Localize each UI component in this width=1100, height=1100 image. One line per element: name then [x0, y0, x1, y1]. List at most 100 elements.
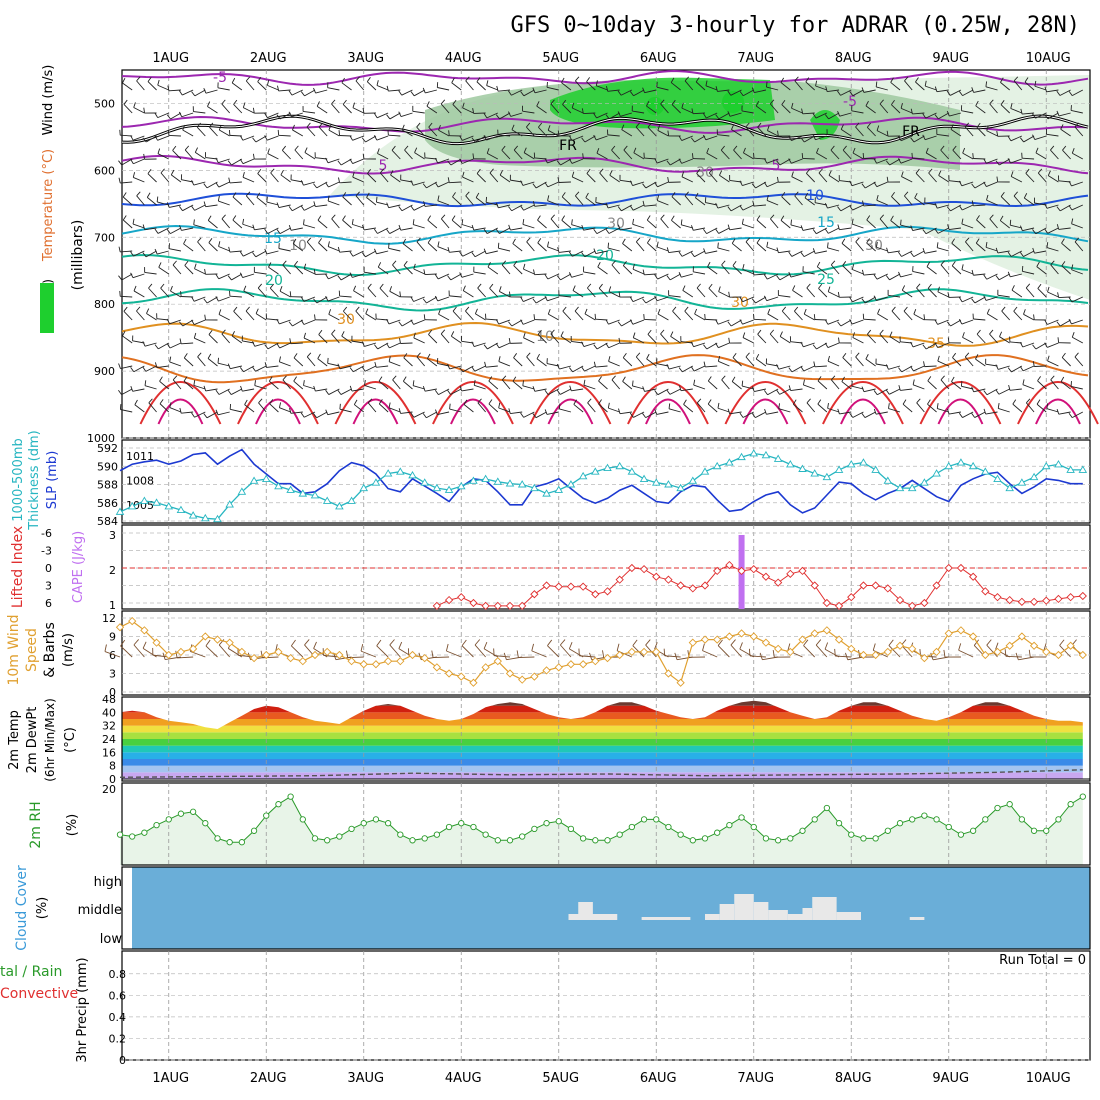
wind-barb: [193, 224, 206, 229]
wind-barb: [719, 174, 730, 183]
wind-barb: [763, 390, 768, 395]
wind-barb: [720, 149, 730, 160]
wind-barb: [376, 85, 389, 91]
wind-barb: [645, 181, 657, 189]
wind-barb: [513, 353, 518, 358]
wind-barb: [605, 342, 610, 348]
wind-barb: [388, 407, 401, 413]
wind-barb: [788, 271, 792, 278]
wind-barb: [635, 237, 641, 243]
wind-barb: [339, 181, 352, 184]
wind-barb: [904, 76, 909, 82]
wind-barb: [629, 180, 633, 186]
wind-barb: [973, 388, 986, 393]
wind-barb: [989, 214, 994, 220]
wind-barb: [361, 341, 365, 347]
wind-barb: [732, 357, 742, 367]
wind-barb: [377, 227, 389, 234]
wind-barb: [779, 336, 791, 344]
wind-barb: [449, 403, 451, 410]
wind-barb: [424, 388, 437, 392]
wind-barb: [983, 274, 988, 280]
wind-barb: [763, 181, 768, 187]
wind-barb: [269, 287, 279, 298]
wind-barb: [142, 366, 147, 372]
wind-barb: [279, 290, 291, 298]
wind-barb: [794, 191, 799, 197]
rh2m-marker: [567, 825, 575, 833]
wind-barb: [571, 171, 575, 178]
wind-barb: [416, 237, 421, 243]
wind-barb: [290, 179, 303, 183]
wind-barb: [318, 122, 323, 128]
wind-barb: [398, 224, 402, 231]
wind-barb: [440, 103, 450, 114]
rh2m-marker: [531, 825, 538, 833]
wind-barb: [827, 134, 840, 137]
wind-barb: [167, 130, 170, 136]
wind-barb: [365, 313, 377, 321]
thickness-marker: [798, 464, 807, 472]
wind-barb: [660, 333, 669, 344]
wind-barb: [756, 215, 761, 221]
wind-barb: [690, 366, 695, 372]
wind-barb: [227, 363, 231, 369]
wind-barb: [532, 87, 536, 94]
wind-barb: [463, 399, 468, 405]
wind-barb: [788, 158, 792, 164]
wind10-marker: [420, 653, 429, 663]
wind-barb: [561, 82, 572, 91]
rh2m-marker: [360, 820, 367, 827]
wind-barb: [707, 266, 718, 275]
wind-barb: [855, 352, 860, 358]
wind-barb: [922, 344, 927, 350]
wind-barb: [254, 380, 256, 386]
wind-barb: [561, 192, 566, 198]
wind10-barb: [803, 639, 809, 646]
wind10-barb: [389, 639, 395, 646]
wind-barb: [818, 172, 828, 183]
wind-barb: [800, 225, 804, 231]
wind-barb: [766, 195, 769, 201]
wind-barb: [148, 283, 153, 289]
wind-barb: [120, 250, 133, 253]
wind-barb: [182, 319, 194, 327]
wind-barb: [644, 388, 657, 392]
wind-barb: [958, 180, 963, 187]
wind-barb: [849, 319, 853, 325]
lifted-index-marker: [457, 593, 466, 602]
wind-barb: [218, 314, 230, 321]
wind-barb: [623, 149, 633, 160]
wind-barb: [924, 365, 937, 368]
wind-barb: [255, 308, 259, 314]
wind-barb: [595, 250, 608, 255]
wind-barb: [146, 308, 150, 314]
wind-barb: [791, 176, 803, 183]
wind-barb: [207, 220, 218, 229]
wind-barb: [633, 204, 645, 211]
wind-barb: [471, 341, 475, 347]
wind-barb: [800, 137, 805, 143]
wind-barb: [386, 85, 389, 92]
wind10-barb: [104, 651, 121, 658]
wind-barb: [1044, 228, 1049, 234]
wind-barb: [294, 260, 299, 266]
wind-barb: [741, 380, 744, 387]
wind-barb: [805, 168, 811, 174]
wind-barb: [806, 173, 816, 183]
thickness-marker: [676, 483, 685, 492]
thickness-marker: [420, 478, 429, 486]
wind-barb: [1037, 376, 1041, 382]
wind-barb: [827, 247, 840, 252]
wind-barb: [644, 318, 657, 321]
date-label: 7AUG: [737, 51, 774, 66]
cloud-block: [812, 897, 837, 920]
wind-barb: [242, 158, 255, 165]
wind-barb: [910, 108, 913, 115]
wind10-marker: [201, 632, 210, 641]
wind-barb: [705, 365, 718, 368]
wind-barb: [392, 379, 401, 390]
wind-barb: [720, 145, 725, 151]
wind-barb: [292, 129, 304, 137]
wind-barb: [1061, 242, 1071, 252]
